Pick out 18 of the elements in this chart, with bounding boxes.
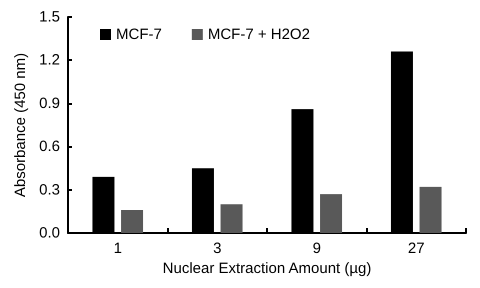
x-tick-label: 3 [213, 240, 222, 257]
y-tick-label: 0.6 [39, 138, 60, 156]
y-tick-label: 1.2 [39, 52, 60, 69]
x-tick-label: 1 [114, 240, 122, 257]
y-tick-label: 0.0 [39, 224, 60, 242]
bar [420, 186, 442, 233]
y-tick-label: 0.9 [39, 94, 60, 112]
bar [220, 204, 243, 233]
legend-label: MCF-7 + H2O2 [208, 26, 310, 43]
y-axis-title: Absorbance (450 nm) [12, 52, 29, 198]
x-tick-label: 27 [408, 240, 425, 257]
bar [320, 194, 342, 233]
bar [121, 210, 144, 233]
x-tick-label: 9 [312, 240, 321, 257]
y-tick-label: 0.3 [39, 181, 60, 198]
legend-label: MCF-7 [116, 26, 162, 43]
y-tick-label: 1.5 [39, 8, 60, 26]
x-axis-title: Nuclear Extraction Amount (µg) [162, 260, 372, 277]
